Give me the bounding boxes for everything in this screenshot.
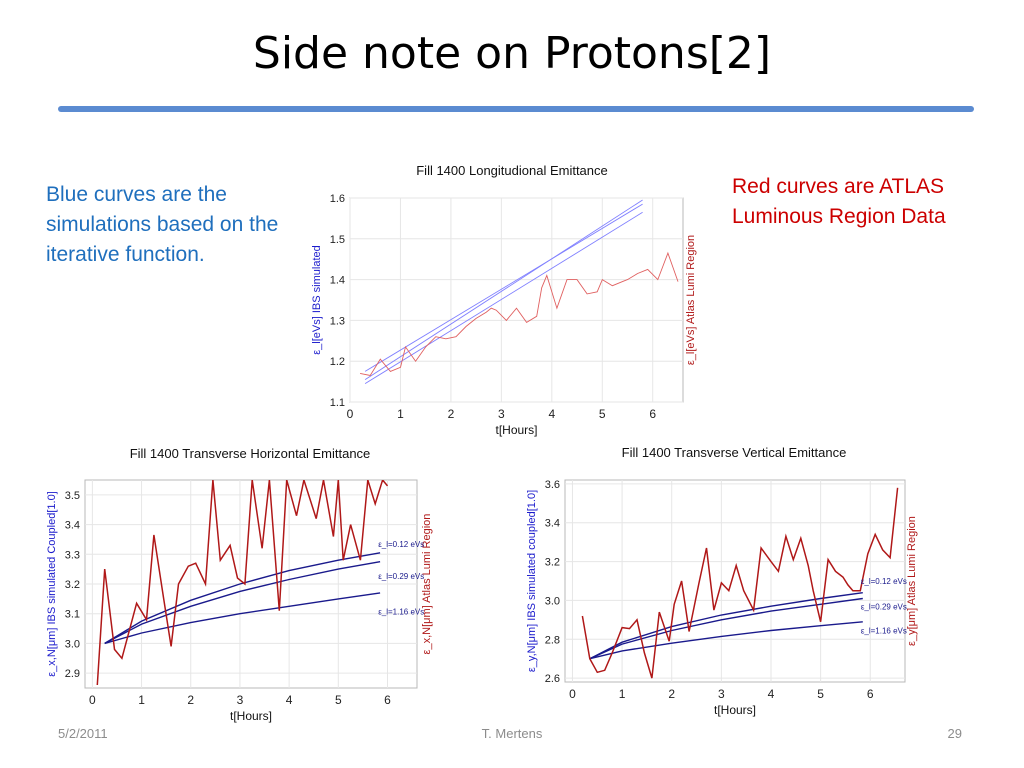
y-tick-label: 3.0 <box>545 595 560 607</box>
blue-curves-note: Blue curves are the simulations based on… <box>46 183 279 266</box>
x-tick-label: 1 <box>138 693 145 707</box>
plot-frame <box>349 197 684 403</box>
x-tick-label: 4 <box>286 693 293 707</box>
curve-annotation: ε_l=0.29 eVs <box>861 602 907 611</box>
simulation-curve <box>104 592 381 645</box>
y-tick-label: 2.9 <box>65 668 80 680</box>
x-tick-label: 1 <box>397 407 404 421</box>
x-tick-label: 3 <box>498 407 505 421</box>
y2-axis-label: ε_l[eVs] Atlas Lumi Region <box>685 235 697 365</box>
y-tick-label: 3.6 <box>545 479 560 491</box>
x-tick-label: 2 <box>187 693 194 707</box>
slide-title: Side note on Protons[2] <box>252 28 772 79</box>
x-tick-label: 5 <box>335 693 342 707</box>
curve-annotation: ε_l=0.12 eVs <box>861 577 907 586</box>
x-tick-label: 0 <box>569 687 576 701</box>
simulation-curve <box>589 597 863 660</box>
x-tick-label: 2 <box>668 687 675 701</box>
x-tick-label: 3 <box>718 687 725 701</box>
footer-author: T. Mertens <box>481 726 543 741</box>
y-tick-label: 3.5 <box>65 490 80 502</box>
x-tick-label: 6 <box>867 687 874 701</box>
y-tick-label: 1.2 <box>330 356 345 368</box>
y-tick-label: 3.4 <box>65 520 80 532</box>
y-tick-label: 2.6 <box>545 673 560 685</box>
y-tick-label: 1.3 <box>330 315 345 327</box>
y-tick-label: 3.2 <box>545 557 560 569</box>
atlas-data-curve <box>96 480 389 686</box>
y-axis-label: ε_l[eVs] IBS simulated <box>311 245 323 354</box>
title-divider <box>58 106 974 112</box>
longitudinal-emittance-chart: 1.1 1.2 1.3 1.4 1.5 1.6 0 1 2 3 4 5 6 Fill 1400 Longi… <box>311 163 697 437</box>
footer-date: 5/2/2011 <box>58 726 108 741</box>
curve-annotation: ε_l=1.16 eVs <box>378 607 424 616</box>
y-tick-label: 1.6 <box>330 193 345 205</box>
curve-annotation: ε_l=1.16 eVs <box>861 627 907 636</box>
y-axis-label: ε_x,N[μm] IBS simulated Coupled[1.0] <box>46 491 58 677</box>
atlas-data-curve <box>360 251 679 377</box>
chart-title: Fill 1400 Transverse Horizontal Emittanc… <box>130 446 371 461</box>
y-tick-label: 3.1 <box>65 609 80 621</box>
simulation-curve <box>364 203 643 372</box>
y-tick-label: 1.4 <box>330 275 345 287</box>
horizontal-emittance-chart: 2.9 3.0 3.1 3.2 3.3 3.4 3.5 0 1 2 3 4 5 6 Fill 1400 Tr… <box>46 446 433 723</box>
simulation-curve <box>104 552 381 644</box>
y-tick-label: 3.2 <box>65 579 80 591</box>
x-axis-label: t[Hours] <box>230 709 272 723</box>
x-tick-label: 6 <box>384 693 391 707</box>
y2-axis-label: ε_y[μm] Atlas Lumi Region <box>906 516 918 646</box>
x-tick-label: 5 <box>817 687 824 701</box>
curve-annotation: ε_l=0.29 eVs <box>378 572 424 581</box>
vertical-emittance-chart: 2.6 2.8 3.0 3.2 3.4 3.6 0 1 2 3 4 5 6 Fill 1400 Trans… <box>526 445 918 717</box>
chart-title: Fill 1400 Longitudional Emittance <box>416 163 608 178</box>
x-tick-label: 4 <box>548 407 555 421</box>
x-tick-label: 4 <box>768 687 775 701</box>
red-curves-note: Red curves are ATLAS Luminous Region Dat… <box>732 175 946 228</box>
simulation-curve <box>364 199 643 380</box>
y2-axis-label: ε_x,N[μm] Atlas Lumi Region <box>421 514 433 655</box>
chart-title: Fill 1400 Transverse Vertical Emittance <box>622 445 847 460</box>
x-tick-label: 0 <box>347 407 354 421</box>
x-tick-label: 2 <box>448 407 455 421</box>
x-axis-label: t[Hours] <box>495 423 537 437</box>
x-tick-label: 1 <box>619 687 626 701</box>
x-tick-label: 3 <box>237 693 244 707</box>
y-tick-label: 3.0 <box>65 638 80 650</box>
y-tick-label: 1.5 <box>330 234 345 246</box>
y-tick-label: 2.8 <box>545 634 560 646</box>
simulation-curve <box>589 592 863 660</box>
curve-annotation: ε_l=0.12 eVs <box>378 540 424 549</box>
footer-page-number: 29 <box>947 726 962 741</box>
simulation-curve <box>104 561 381 645</box>
x-tick-label: 5 <box>599 407 606 421</box>
atlas-data-curve <box>581 487 899 679</box>
x-tick-label: 0 <box>89 693 96 707</box>
x-axis-label: t[Hours] <box>714 703 756 717</box>
y-tick-label: 3.4 <box>545 518 560 530</box>
y-axis-label: ε_y,N[μm] IBS simulated coupled[1.0] <box>526 490 538 672</box>
y-tick-label: 3.3 <box>65 549 80 561</box>
y-tick-label: 1.1 <box>330 397 345 409</box>
simulation-curve <box>589 621 863 660</box>
x-tick-label: 6 <box>649 407 656 421</box>
